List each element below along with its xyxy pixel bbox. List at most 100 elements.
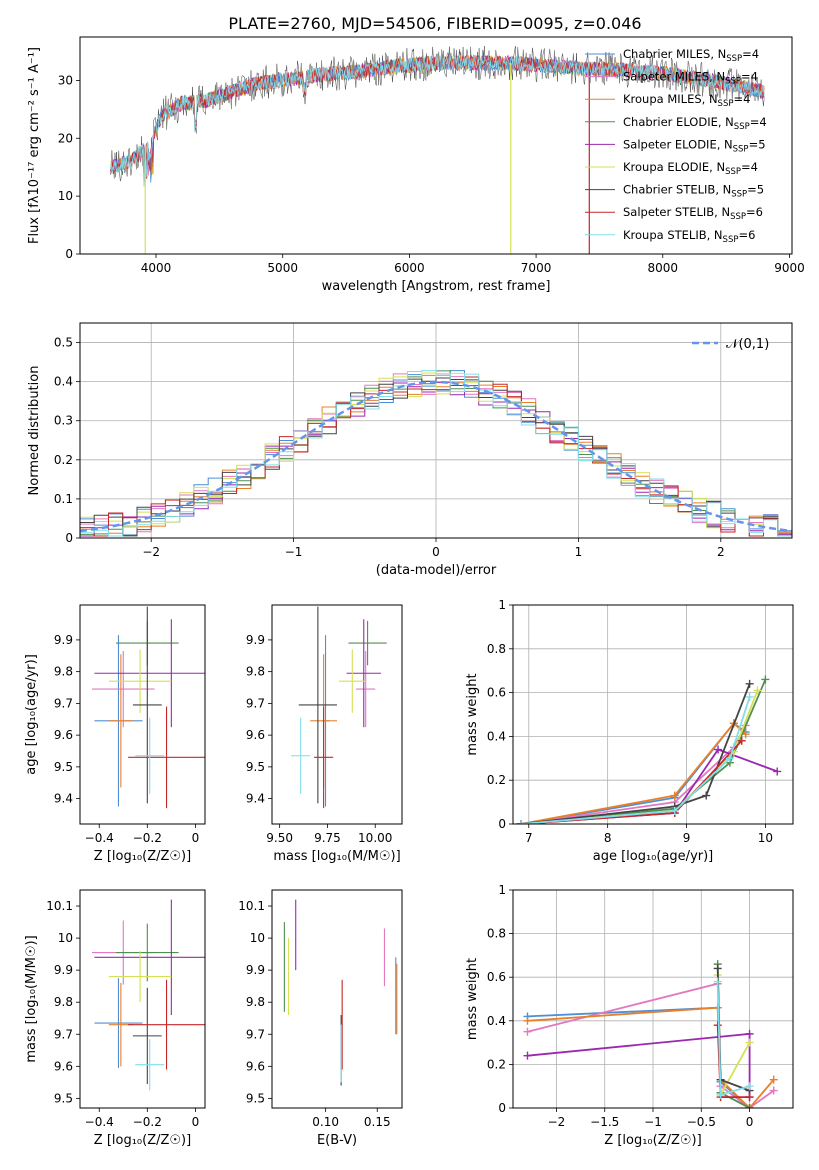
data-point [773, 767, 782, 776]
mass-vs-Z-x-axis-label: Z [log₁₀(Z/Z☉)] [94, 1133, 191, 1148]
legend-entry: Kroupa ELODIE, NSSP=4 [623, 160, 758, 177]
residuals-axes-frame [79, 322, 793, 539]
mass-vs-EBV-x-axis-label: E(B-V) [317, 1133, 357, 1148]
mass-vs-EBV-panel: 0.10 0.15 9.5 9.6 9.7 9.8 9.9 10 10.1 E(B-V) [238, 889, 403, 1148]
age-vs-Z-panel: −0.4 −0.2 0 9.4 9.5 9.6 9.7 9.8 9.9 Z [log₁₀(Z/Z☉… [24, 604, 206, 864]
spectrum-y-axis-label: Flux [fλ10⁻¹⁷ erg cm⁻² s⁻¹ A⁻¹] [27, 47, 42, 244]
data-point [745, 692, 754, 701]
y-tick-label: 0.4 [487, 729, 506, 743]
y-tick-label: 9.6 [246, 728, 265, 742]
y-tick-label: 9.6 [246, 1059, 265, 1073]
legend-entry: Chabrier ELODIE, NSSP=4 [623, 115, 767, 132]
x-tick-label: −0.2 [133, 831, 162, 845]
y-tick-label: 0.8 [487, 642, 506, 656]
massweight-vs-age-panel: 7 8 9 10 0 0.2 0.4 0.6 0.8 1 age [log₁₀(age/yr)] ma… [465, 598, 794, 864]
data-point [745, 1104, 754, 1108]
x-tick-label: 9 [683, 831, 691, 845]
y-tick-label: 9.9 [246, 633, 265, 647]
data-point [769, 1086, 778, 1095]
residuals-x-axis-label: (data-model)/error [376, 563, 497, 578]
x-tick-label: 4000 [141, 261, 172, 275]
y-tick-label: 9.6 [54, 728, 73, 742]
y-tick-label: 0 [65, 531, 73, 545]
data-point [745, 1082, 754, 1091]
x-tick-label: 5000 [267, 261, 298, 275]
y-tick-label: 0.2 [54, 453, 73, 467]
data-point [713, 977, 722, 986]
residuals-y-axis-label: Normed distribution [27, 366, 42, 496]
y-tick-label: 9.9 [54, 633, 73, 647]
y-tick-label: 9.7 [54, 1027, 73, 1041]
legend-entry: 𝒩(0,1) [726, 337, 769, 352]
x-tick-label: 9.75 [314, 831, 341, 845]
x-tick-label: −0.4 [85, 831, 114, 845]
x-tick-label: 6000 [394, 261, 425, 275]
mass-vs-Z-plot-area [92, 899, 205, 1091]
massweight-vs-Z-x-axis-label: Z [log₁₀(Z/Z☉)] [604, 1133, 701, 1148]
y-tick-label: 0 [498, 1101, 506, 1115]
y-tick-label: 9.6 [54, 1059, 73, 1073]
y-tick-label: 10 [58, 931, 73, 945]
data-point [769, 1075, 778, 1084]
massweight-vs-Z-y-axis-label: mass weight [465, 958, 480, 1040]
y-tick-label: 9.9 [246, 963, 265, 977]
legend-entry: Salpeter STELIB, NSSP=6 [623, 205, 763, 222]
data-point [670, 806, 679, 815]
data-point [714, 745, 723, 754]
age-vs-Z-y-axis-label: age [log₁₀(age/yr)] [24, 654, 39, 775]
age-vs-Z-x-axis-label: Z [log₁₀(Z/Z☉)] [94, 849, 191, 864]
x-tick-label: 0 [192, 1115, 200, 1129]
y-tick-label: 0.8 [487, 927, 506, 941]
histogram-step [80, 370, 792, 537]
y-tick-label: 0 [65, 247, 73, 261]
y-tick-label: 10 [250, 931, 265, 945]
series-line [527, 1032, 751, 1098]
data-point [745, 1093, 754, 1102]
data-point [725, 754, 734, 763]
y-tick-label: 0.1 [54, 492, 73, 506]
y-tick-label: 9.9 [54, 963, 73, 977]
data-point [670, 791, 679, 800]
x-tick-label: 0.10 [312, 1115, 339, 1129]
series-line [716, 981, 750, 1097]
legend-entry: Salpeter MILES, NSSP=4 [623, 70, 758, 87]
x-tick-label: 9.50 [266, 831, 293, 845]
x-tick-label: −2 [548, 1115, 566, 1129]
y-tick-label: 0.6 [487, 686, 506, 700]
massweight-vs-Z-plot-area [513, 890, 793, 1108]
data-point [523, 1051, 532, 1060]
age-vs-Z-plot-area [92, 606, 205, 809]
age-vs-Z-axes-frame [79, 604, 206, 825]
age-vs-mass-x-axis-label: mass [log₁₀(M/M☉)] [273, 849, 400, 864]
x-tick-label: 0 [192, 831, 200, 845]
spectrum-line [110, 55, 765, 187]
legend-entry: Kroupa MILES, NSSP=4 [623, 92, 750, 109]
y-tick-label: 20 [58, 131, 73, 145]
mass-vs-Z-y-axis-label: mass [log₁₀(M/M☉)] [24, 935, 39, 1062]
y-tick-label: 9.8 [54, 665, 73, 679]
legend-entry: Chabrier STELIB, NSSP=5 [623, 183, 764, 200]
spectrum-x-axis-label: wavelength [Angstrom, rest frame] [322, 279, 551, 294]
data-point [745, 1038, 754, 1047]
data-point [761, 675, 770, 684]
x-tick-label: 7 [525, 831, 533, 845]
x-tick-label: −1 [644, 1115, 662, 1129]
data-point [753, 686, 762, 695]
figure-title: PLATE=2760, MJD=54506, FIBERID=0095, z=0… [228, 14, 641, 33]
legend-entry: Salpeter ELODIE, NSSP=5 [623, 137, 766, 154]
y-tick-label: 10.1 [238, 899, 265, 913]
series-line [520, 683, 751, 824]
legend-entry: Chabrier MILES, NSSP=4 [623, 47, 759, 64]
massweight-vs-age-axes-frame [512, 604, 794, 825]
y-tick-label: 10 [58, 189, 73, 203]
age-vs-mass-panel: 9.50 9.75 10.00 9.4 9.5 9.6 9.7 9.8 9.9 mass [log… [246, 604, 403, 864]
y-tick-label: 9.5 [54, 1091, 73, 1105]
x-tick-label: 0 [746, 1115, 754, 1129]
data-point [745, 679, 754, 688]
y-tick-label: 0.3 [54, 414, 73, 428]
y-tick-label: 9.4 [246, 792, 265, 806]
spectrum-axes-frame [79, 36, 793, 255]
data-point [702, 791, 711, 800]
spectrum-plot-area [110, 45, 765, 254]
residuals-panel: −2 −1 0 1 2 0 0.1 0.2 0.3 0.4 0.5 (data-model)/erro… [27, 322, 793, 578]
